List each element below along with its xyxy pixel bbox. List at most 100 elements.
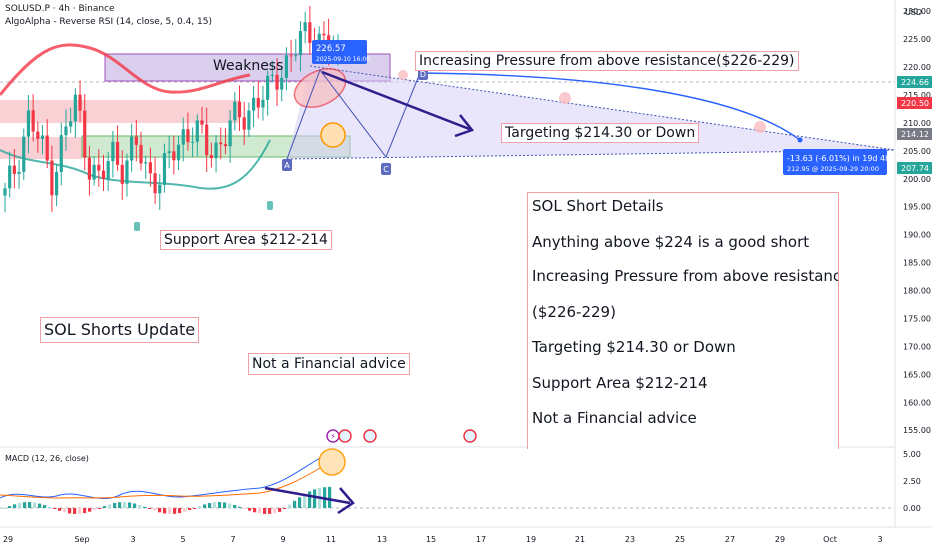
svg-text:224.66: 224.66	[901, 78, 929, 87]
time-tick: 27	[725, 535, 735, 544]
update-label: SOL Shorts Update	[40, 317, 200, 343]
price-tag: 214.12	[897, 128, 932, 140]
details-line: Not a Financial advice	[532, 409, 697, 427]
macd-bar	[108, 504, 112, 508]
macd-bar	[43, 505, 47, 508]
candle-body	[186, 129, 190, 143]
macd-bar	[168, 508, 172, 514]
macd-bar	[193, 508, 197, 509]
time-tick: Oct	[823, 535, 837, 544]
macd-axis[interactable]: 5.00 2.50 0.00	[903, 450, 921, 513]
macd-bar	[13, 504, 17, 508]
macd-bar	[288, 504, 292, 508]
indicator-title[interactable]: AlgoAlpha - Reverse RSI (14, close, 5, 0…	[5, 17, 212, 27]
candle-body	[59, 135, 63, 172]
candle-body	[78, 94, 82, 111]
svg-text:214.12: 214.12	[901, 130, 929, 139]
svg-text:2025-09-10 16:00: 2025-09-10 16:00	[316, 56, 370, 63]
macd-divergence-line	[264, 486, 351, 505]
svg-text:220.50: 220.50	[901, 99, 929, 108]
macd-bar	[208, 503, 212, 508]
candle-body	[87, 157, 92, 180]
time-axis[interactable]: 29 Sep 3 5 7 9 11 13 15 17 19 21 23 25 27 29 Oct 3	[3, 535, 883, 544]
price-tick: 210.00	[903, 119, 931, 128]
candle-body	[251, 97, 256, 111]
macd-bar	[38, 503, 42, 508]
price-tick: 205.00	[903, 147, 931, 156]
candle-body	[69, 121, 73, 127]
candle-body	[233, 101, 237, 121]
macd-bar	[303, 494, 307, 508]
support-label: Support Area $212-214	[160, 230, 332, 250]
candle-body	[280, 77, 284, 90]
candle-body	[261, 99, 265, 108]
macd-bar	[23, 502, 27, 508]
price-tick: 200.00	[903, 175, 931, 184]
candle-body	[223, 144, 228, 147]
candle-body	[205, 124, 209, 156]
macd-bar	[3, 508, 7, 509]
candle-body	[12, 165, 16, 174]
macd-title[interactable]: MACD (12, 26, close)	[5, 454, 89, 463]
time-tick: 13	[377, 535, 387, 544]
macd-bar	[248, 508, 252, 511]
time-tick: 7	[230, 535, 235, 544]
macd-bar	[18, 502, 22, 508]
svg-text:212.95 @ 2025-09-29 20:00: 212.95 @ 2025-09-29 20:00	[787, 165, 879, 173]
advice-label: Not a Financial advice	[248, 353, 410, 375]
target-arrow-head	[454, 114, 475, 138]
macd-circle	[318, 448, 346, 476]
macd-line	[0, 457, 321, 499]
macd-divergence-arrow	[337, 487, 355, 515]
price-tag: 220.50	[897, 97, 932, 109]
candle-body	[73, 94, 77, 122]
symbol-title[interactable]: SOLUSD.P · 4h · Binance	[5, 4, 115, 14]
macd-bar	[253, 508, 257, 513]
macd-bar	[153, 508, 157, 511]
macd-signal-line	[0, 467, 321, 499]
candle-body	[144, 162, 148, 164]
candle-body	[242, 117, 246, 130]
event-icons[interactable]: ⚡	[326, 429, 477, 443]
macd-bar	[88, 508, 92, 512]
macd-bar	[183, 508, 187, 512]
supply-zone	[0, 100, 240, 123]
signal-marker	[267, 201, 273, 210]
time-tick: 11	[326, 535, 336, 544]
time-tick: 5	[180, 535, 185, 544]
candle-body	[200, 120, 204, 125]
details-box: SOL Short Details Anything above $224 is…	[527, 192, 839, 449]
candle-body	[125, 160, 129, 184]
details-line: ($226-229)	[532, 303, 616, 321]
support-circle	[320, 122, 346, 148]
svg-text:226.57: 226.57	[316, 44, 346, 54]
time-tick: 29	[775, 535, 785, 544]
time-tick: 19	[526, 535, 536, 544]
candle-body	[36, 131, 40, 139]
candle-body	[167, 151, 171, 154]
price-tick: 190.00	[903, 231, 931, 240]
candle-body	[8, 165, 12, 189]
wedge-bottom-line	[286, 149, 896, 160]
time-tick: 17	[476, 535, 486, 544]
svg-text:D: D	[420, 70, 426, 79]
candle-body	[284, 55, 289, 78]
candle-body	[214, 142, 218, 159]
macd-bar	[298, 497, 302, 508]
candle-body	[270, 74, 274, 76]
candle-body	[219, 142, 223, 145]
price-axis[interactable]: 230.00 225.00 220.00 215.00 210.00 205.00 200.…	[903, 7, 931, 435]
price-tick: 180.00	[903, 287, 931, 296]
macd-bar	[198, 506, 202, 508]
macd-bar	[8, 506, 12, 508]
abc-pattern	[286, 68, 421, 160]
candle-body	[50, 160, 54, 196]
indicator-lower-band	[0, 139, 271, 190]
details-line: Increasing Pressure from above resistanc…	[532, 267, 839, 285]
macd-bar	[133, 503, 137, 508]
macd-bar	[128, 502, 132, 508]
price-tick: 170.00	[903, 342, 931, 351]
macd-bar	[48, 506, 52, 508]
candle-body	[322, 33, 326, 36]
